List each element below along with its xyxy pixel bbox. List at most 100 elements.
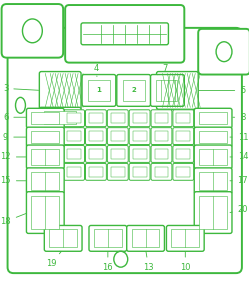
FancyBboxPatch shape — [107, 146, 128, 162]
FancyBboxPatch shape — [173, 110, 194, 127]
FancyBboxPatch shape — [117, 74, 151, 106]
Bar — [171, 230, 199, 247]
FancyBboxPatch shape — [194, 168, 232, 194]
Bar — [31, 196, 59, 230]
Bar — [156, 80, 177, 101]
Bar — [111, 131, 125, 141]
FancyBboxPatch shape — [173, 128, 194, 145]
Bar — [89, 113, 103, 123]
Bar — [132, 230, 160, 247]
FancyBboxPatch shape — [26, 168, 64, 194]
Text: 12: 12 — [0, 152, 26, 161]
Bar — [67, 131, 81, 141]
FancyBboxPatch shape — [194, 145, 232, 169]
FancyBboxPatch shape — [39, 72, 81, 109]
FancyBboxPatch shape — [89, 226, 127, 251]
Bar — [31, 112, 59, 124]
FancyBboxPatch shape — [173, 164, 194, 180]
Bar — [123, 80, 145, 101]
Bar — [199, 131, 227, 143]
Bar — [199, 149, 227, 165]
FancyBboxPatch shape — [1, 4, 63, 58]
Ellipse shape — [22, 19, 42, 43]
Text: 14: 14 — [230, 152, 248, 161]
Text: 2: 2 — [131, 87, 136, 93]
Bar — [111, 167, 125, 177]
Text: 13: 13 — [143, 252, 154, 272]
Text: 19: 19 — [46, 251, 61, 268]
Bar — [31, 172, 59, 190]
FancyBboxPatch shape — [107, 128, 128, 145]
FancyBboxPatch shape — [81, 23, 168, 45]
FancyBboxPatch shape — [198, 29, 249, 74]
Bar — [31, 131, 59, 143]
FancyBboxPatch shape — [64, 164, 84, 180]
Bar — [67, 167, 81, 177]
FancyBboxPatch shape — [127, 226, 164, 251]
Bar — [44, 111, 76, 124]
Bar — [89, 149, 103, 159]
Text: 18: 18 — [0, 214, 26, 226]
FancyBboxPatch shape — [7, 28, 242, 273]
Text: 4: 4 — [93, 64, 99, 76]
FancyBboxPatch shape — [151, 74, 184, 106]
FancyBboxPatch shape — [26, 127, 64, 147]
FancyBboxPatch shape — [157, 72, 198, 109]
Text: 7: 7 — [158, 64, 168, 75]
FancyBboxPatch shape — [85, 110, 106, 127]
Ellipse shape — [114, 251, 128, 267]
Text: 10: 10 — [180, 252, 190, 272]
FancyBboxPatch shape — [194, 108, 232, 128]
Ellipse shape — [15, 98, 25, 113]
Text: 15: 15 — [0, 176, 26, 185]
Bar — [133, 131, 147, 141]
Bar — [199, 172, 227, 190]
Bar — [133, 167, 147, 177]
Text: 11: 11 — [230, 133, 248, 142]
Ellipse shape — [216, 42, 232, 62]
FancyBboxPatch shape — [151, 164, 172, 180]
FancyBboxPatch shape — [129, 128, 150, 145]
FancyBboxPatch shape — [26, 145, 64, 169]
Bar — [155, 131, 168, 141]
Bar — [155, 113, 168, 123]
Bar — [133, 113, 147, 123]
FancyBboxPatch shape — [85, 146, 106, 162]
Text: 1: 1 — [96, 87, 101, 93]
Bar — [155, 149, 168, 159]
Text: 8: 8 — [233, 113, 246, 122]
Text: 3: 3 — [3, 84, 39, 93]
FancyBboxPatch shape — [151, 128, 172, 145]
FancyBboxPatch shape — [39, 107, 81, 128]
Bar — [133, 149, 147, 159]
Bar — [88, 80, 110, 101]
Bar — [67, 113, 81, 123]
Bar — [176, 131, 190, 141]
Bar — [111, 149, 125, 159]
FancyBboxPatch shape — [64, 146, 84, 162]
Bar — [67, 149, 81, 159]
FancyBboxPatch shape — [26, 108, 64, 128]
FancyBboxPatch shape — [129, 164, 150, 180]
Bar — [176, 167, 190, 177]
Text: 20: 20 — [230, 205, 248, 214]
FancyBboxPatch shape — [65, 5, 184, 63]
FancyBboxPatch shape — [151, 146, 172, 162]
FancyBboxPatch shape — [166, 226, 204, 251]
Bar — [111, 113, 125, 123]
FancyBboxPatch shape — [129, 146, 150, 162]
FancyBboxPatch shape — [107, 164, 128, 180]
Bar — [199, 112, 227, 124]
Bar — [89, 131, 103, 141]
Bar — [176, 113, 190, 123]
FancyBboxPatch shape — [85, 128, 106, 145]
FancyBboxPatch shape — [26, 192, 64, 233]
Bar — [94, 230, 122, 247]
FancyBboxPatch shape — [64, 110, 84, 127]
Text: 16: 16 — [103, 252, 113, 272]
Text: 17: 17 — [230, 176, 248, 185]
FancyBboxPatch shape — [129, 110, 150, 127]
Bar — [199, 196, 227, 230]
Bar — [31, 149, 59, 165]
FancyBboxPatch shape — [82, 74, 116, 106]
